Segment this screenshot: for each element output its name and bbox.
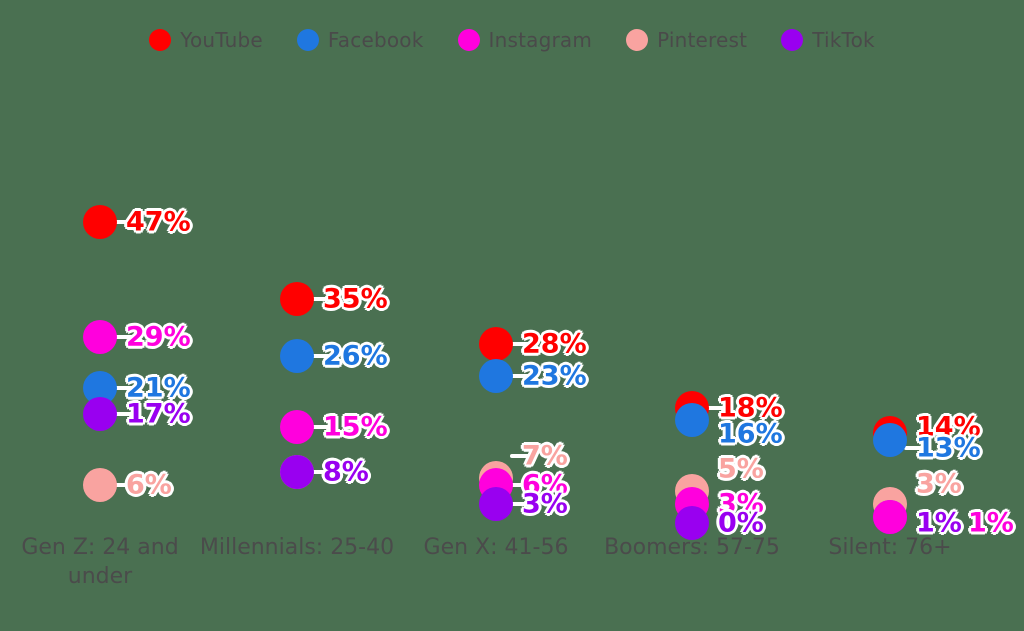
data-label-instagram-2: 6% [522,469,568,501]
legend-item-label: Instagram [488,28,593,52]
data-point-facebook-3[interactable] [675,403,709,438]
data-label-facebook-2: 23% [522,360,587,392]
data-point-tiktok-1[interactable] [280,454,314,489]
category-label-0: Gen Z: 24 and under [21,535,179,590]
label-connector-facebook-4 [904,445,926,450]
label-connector-facebook-0 [114,386,136,391]
data-label-instagram-1: 15% [323,411,388,443]
data-label-youtube-4: 14% [916,411,981,443]
legend-swatch-facebook-icon [296,29,319,51]
data-label-pinterest-0: 6% [126,469,172,501]
data-label-facebook-4: 13% [916,432,981,464]
legend-swatch-youtube-icon [149,29,172,51]
data-label-youtube-1: 35% [323,283,388,315]
legend-item-instagram[interactable]: Instagram [457,28,593,52]
data-label-tiktok-4: 1% [916,507,962,539]
legend-item-label: Facebook [327,28,424,52]
data-label-youtube-2: 28% [522,328,587,360]
legend-item-label: YouTube [180,28,263,52]
data-label-instagram-3: 3% [718,488,764,520]
chart-legend: YouTube Facebook Instagram Pinterest TikTok [0,28,1024,52]
data-point-facebook-1[interactable] [280,339,314,374]
label-connector-facebook-1 [311,354,333,359]
data-label-facebook-3: 16% [718,418,783,450]
data-point-youtube-2[interactable] [479,326,513,361]
data-label-pinterest-3: 5% [718,453,764,485]
label-connector-tiktok-1 [311,469,333,474]
data-point-facebook-2[interactable] [479,358,513,393]
data-point-youtube-0[interactable] [83,204,117,239]
data-point-pinterest-0[interactable] [83,467,117,502]
category-label-2: Gen X: 41-56 [423,535,569,560]
label-connector-instagram-2 [510,482,532,487]
legend-item-facebook[interactable]: Facebook [296,28,424,52]
label-connector-facebook-2 [510,373,532,378]
data-point-tiktok-0[interactable] [83,397,117,432]
category-label-1: Millennials: 25-40 [199,535,395,560]
legend-swatch-tiktok-icon [781,29,804,51]
data-label-tiktok-2: 3% [522,488,568,520]
data-label-instagram-4: 1% [968,507,1014,539]
category-label-3: Boomers: 57-75 [604,535,780,560]
data-label-facebook-0: 21% [126,372,191,404]
legend-item-pinterest[interactable]: Pinterest [626,28,747,52]
label-connector-instagram-0 [114,335,136,340]
data-label-facebook-1: 26% [323,340,388,372]
label-connector-youtube-3 [706,405,728,410]
data-label-tiktok-3: 0% [718,507,764,539]
data-label-tiktok-1: 8% [323,456,369,488]
legend-item-tiktok[interactable]: TikTok [781,28,875,52]
data-point-facebook-4[interactable] [873,422,907,457]
label-connector-youtube-1 [311,296,333,301]
data-label-tiktok-0: 17% [126,398,191,430]
data-point-instagram-0[interactable] [83,320,117,355]
label-connector-tiktok-0 [114,412,136,417]
label-connector-youtube-2 [510,341,532,346]
legend-swatch-pinterest-icon [626,29,649,51]
legend-item-label: Pinterest [657,28,748,52]
data-point-tiktok-2[interactable] [479,486,513,521]
data-point-tiktok-3[interactable] [675,506,709,540]
data-point-instagram-4[interactable] [873,499,907,534]
data-point-youtube-1[interactable] [280,281,314,316]
data-label-youtube-3: 18% [718,392,783,424]
category-label-4: Silent: 76+ [828,535,952,560]
label-connector-youtube-0 [114,219,136,224]
data-label-youtube-0: 47% [126,206,191,238]
label-connector-tiktok-2 [510,501,532,506]
legend-item-youtube[interactable]: YouTube [149,28,263,52]
label-connector-pinterest-0 [114,482,136,487]
legend-swatch-instagram-icon [457,29,480,51]
label-connector-instagram-1 [311,424,333,429]
data-label-pinterest-4: 3% [916,468,962,500]
data-label-instagram-0: 29% [126,321,191,353]
data-label-pinterest-2: 7% [522,440,568,472]
legend-item-label: TikTok [812,28,875,52]
label-connector-pinterest-2 [510,454,532,459]
data-point-instagram-1[interactable] [280,409,314,444]
